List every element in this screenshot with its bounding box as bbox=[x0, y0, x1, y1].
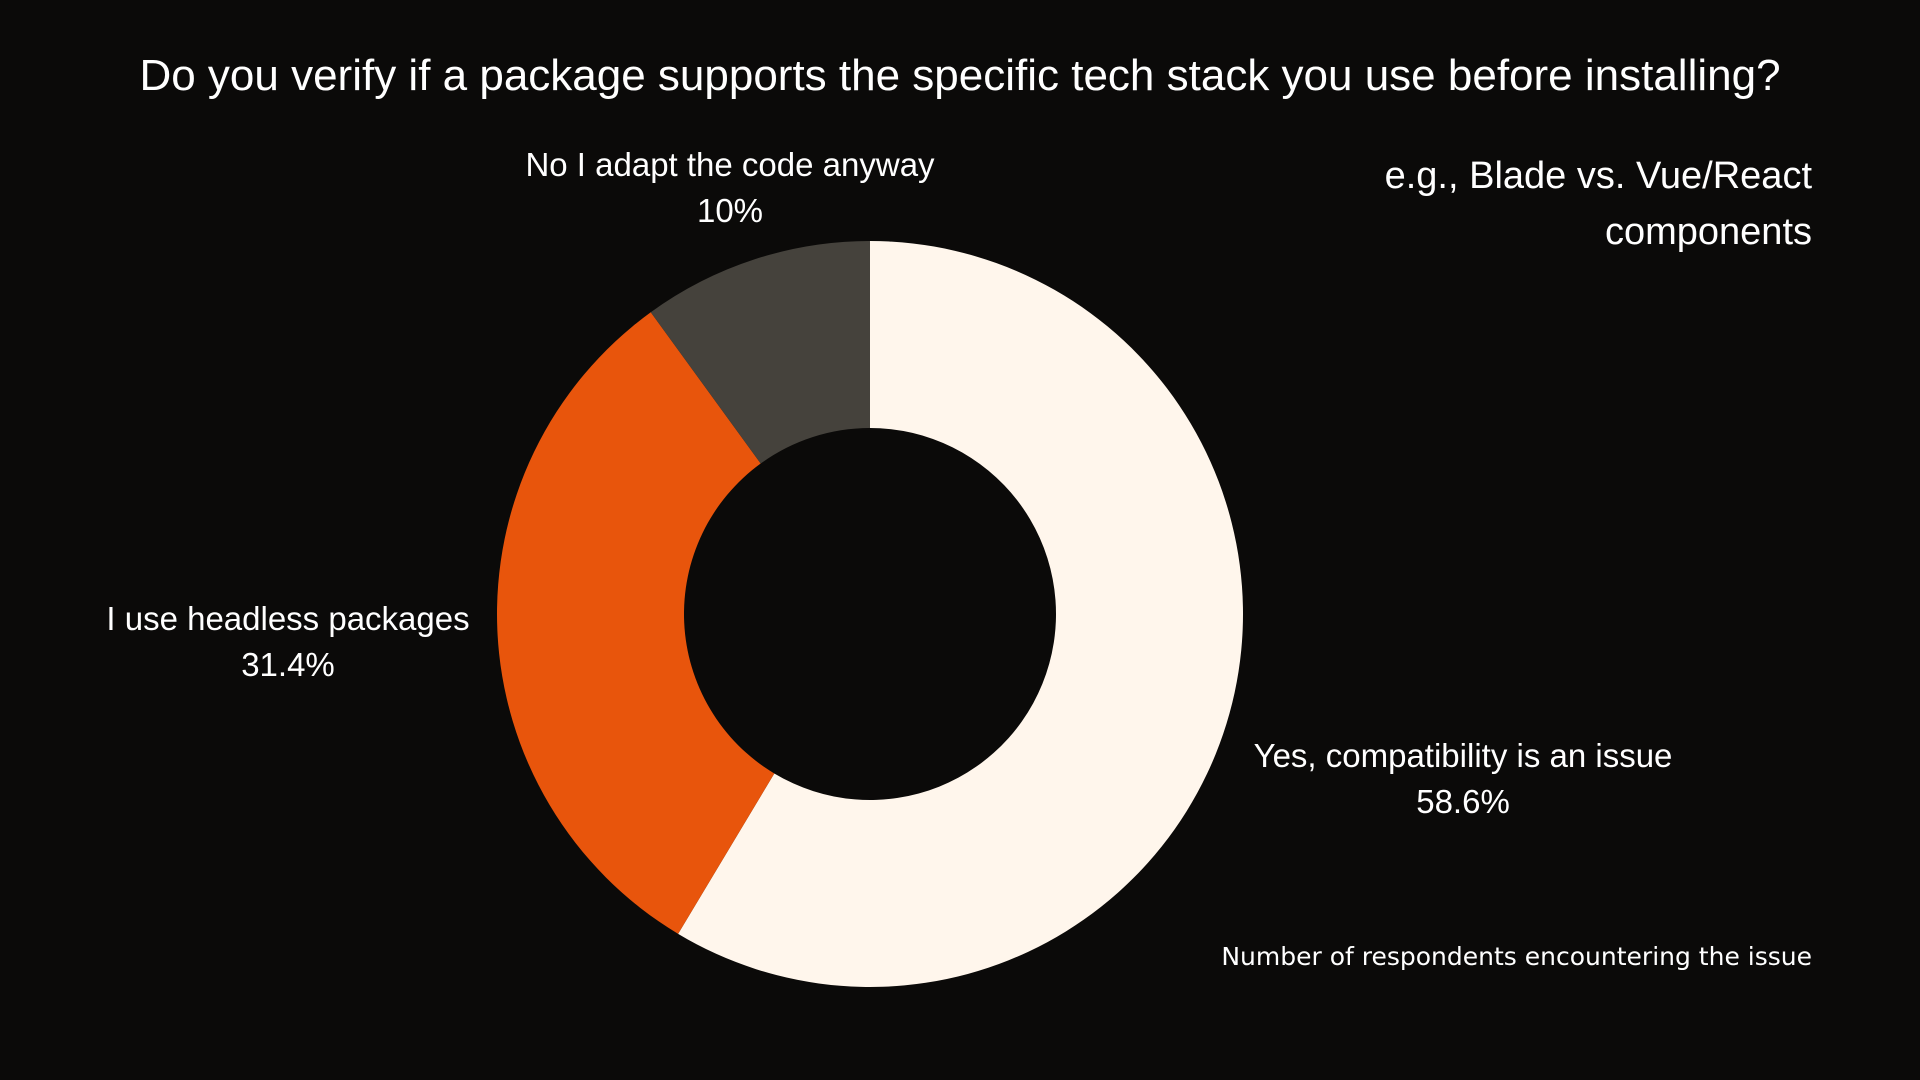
donut-slice-1 bbox=[497, 312, 775, 934]
stack-example-note: e.g., Blade vs. Vue/React components bbox=[1384, 155, 1812, 253]
slice-label-text: I use headless packages bbox=[106, 600, 470, 637]
chart-title: Do you verify if a package supports the … bbox=[139, 51, 1781, 100]
donut-slice-2 bbox=[650, 241, 870, 464]
slice-label-value: 31.4% bbox=[241, 646, 335, 683]
footnote: Number of respondents encountering the i… bbox=[1221, 942, 1812, 971]
slice-label-headless: I use headless packages 31.4% bbox=[106, 596, 469, 688]
slice-label-no-adapt: No I adapt the code anyway 10% bbox=[525, 142, 934, 234]
donut-slice-0 bbox=[678, 241, 1244, 988]
slice-label-text: No I adapt the code anyway bbox=[525, 146, 935, 183]
slice-label-text: Yes, compatibility is an issue bbox=[1253, 737, 1673, 774]
slice-label-value: 58.6% bbox=[1416, 783, 1510, 820]
slice-label-value: 10% bbox=[696, 192, 764, 229]
slice-label-compatibility: Yes, compatibility is an issue 58.6% bbox=[1254, 733, 1673, 825]
